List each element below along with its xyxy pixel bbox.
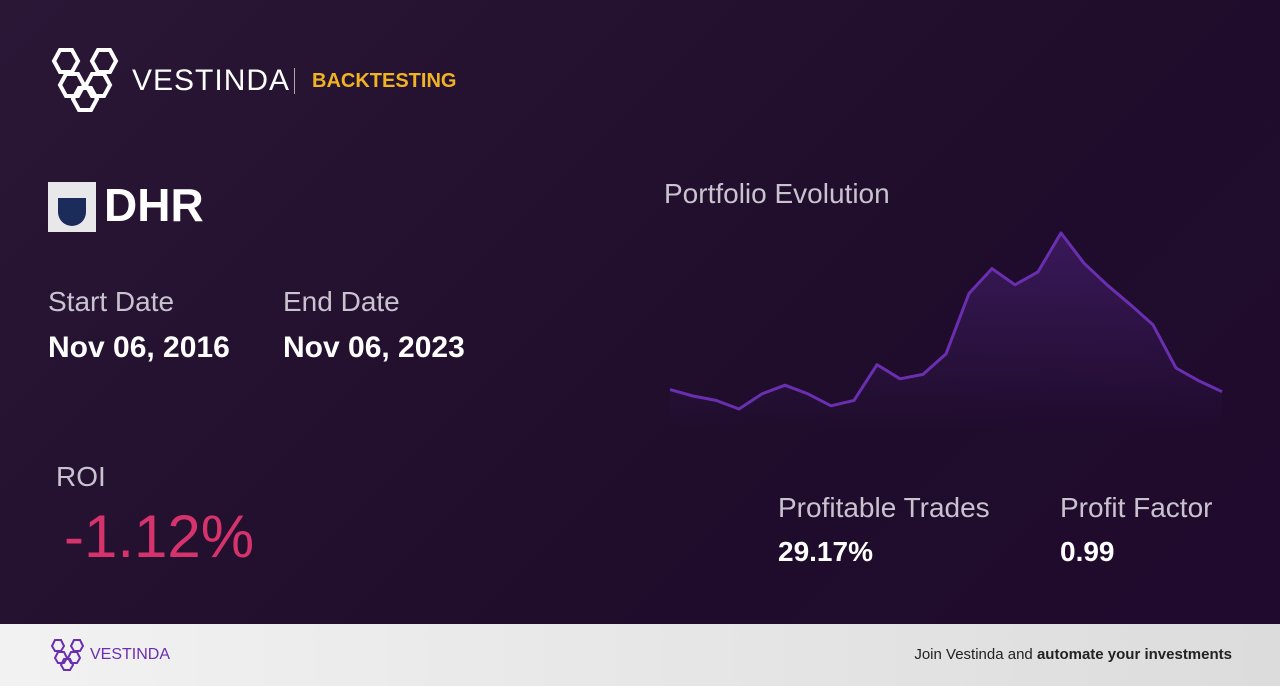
start-value: Nov 06, 2016 [48,331,230,364]
stat-value: 0.99 [1060,536,1115,567]
footer-logo [50,639,85,671]
sparkline-area [670,233,1222,429]
logo [51,48,119,112]
end-value: Nov 06, 2023 [283,331,465,364]
section: BACKTESTING [312,70,457,92]
main-panel: VESTINDA BACKTESTING DHR Start Date Nov … [0,0,1280,624]
end-label: End Date [283,286,400,317]
footer-cta: Join Vestinda and automate your investme… [914,646,1232,663]
brand: VESTINDA [132,64,291,97]
ticker: DHR [104,179,204,231]
footer: VESTINDA Join Vestinda and automate your… [0,624,1280,686]
roi-value: -1.12% [64,503,255,570]
chart-title: Portfolio Evolution [664,178,890,209]
divider [294,68,295,94]
footer-bold: automate your investments [1036,646,1232,663]
footer-brand: VESTINDA [90,646,171,663]
start-label: Start Date [48,286,175,317]
sparkline [669,231,1223,429]
stat-label: Profit Factor [1060,492,1213,523]
roi-label: ROI [56,461,106,492]
stat-label: Profitable Trades [778,492,990,523]
sparkline-line [669,231,1223,411]
footer-text: Join Vestinda and [914,646,1033,663]
stat-value: 29.17% [778,536,873,567]
ticker-logo [48,182,96,232]
